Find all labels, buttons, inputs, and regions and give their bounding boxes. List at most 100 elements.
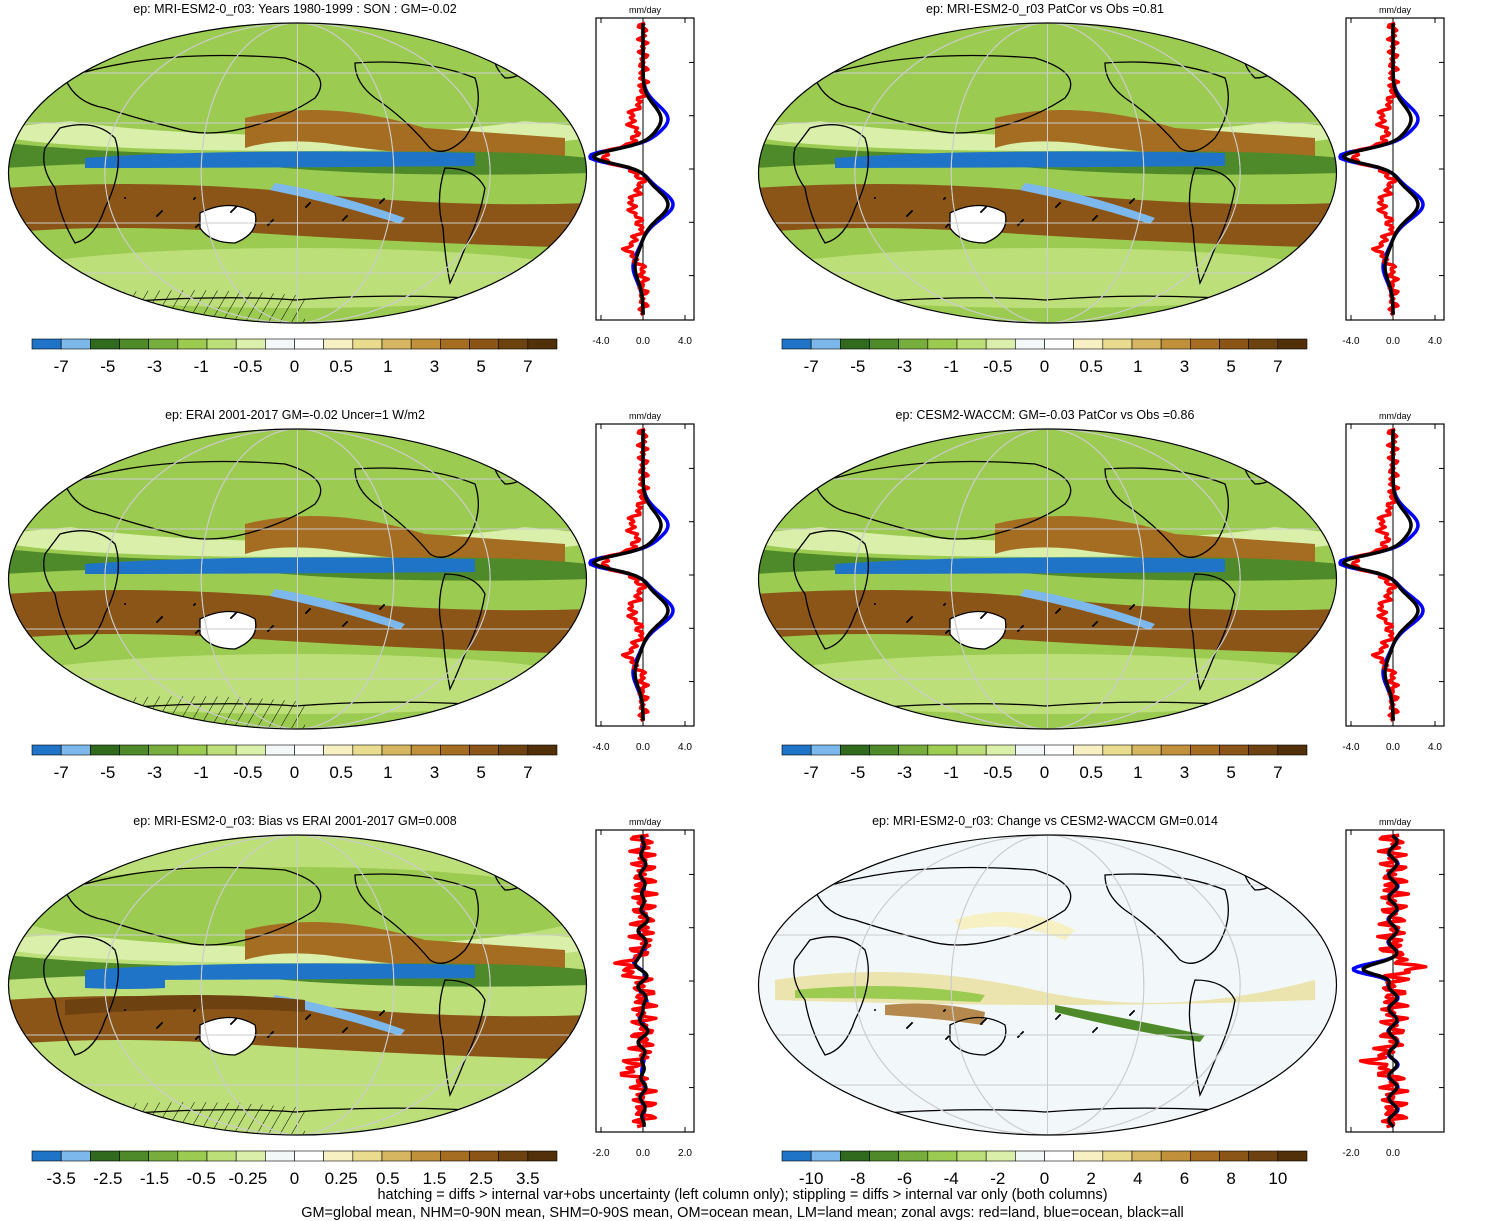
stipple-dot — [156, 621, 158, 623]
colorbar-swatch — [1277, 1150, 1308, 1162]
colorbar-swatch — [206, 1150, 237, 1162]
zonal-xtick-label: 0.0 — [1386, 336, 1400, 347]
colorbar-swatch — [956, 338, 987, 350]
colorbar-swatch — [469, 338, 499, 350]
itcz-band — [85, 151, 475, 168]
colorbar-label: 0 — [290, 357, 299, 376]
colorbar-swatch — [119, 338, 149, 350]
colorbar-swatch — [869, 338, 899, 350]
stipple-dot — [230, 617, 232, 619]
stipple-dot — [305, 612, 307, 614]
colorbar-label: 0.5 — [1079, 763, 1103, 782]
zonal-xtick-label: 0.0 — [636, 1148, 650, 1159]
colorbar-swatch — [1190, 1150, 1220, 1162]
zonal-xtick-label: -4.0 — [592, 742, 610, 753]
zonal-unit: mm/day — [1379, 411, 1412, 421]
colorbar-swatch — [985, 1150, 1016, 1162]
stipple-dot — [1017, 630, 1019, 632]
colorbar-swatch — [206, 744, 237, 756]
stipple-dot — [980, 1023, 982, 1025]
colorbar-swatch — [1015, 744, 1045, 756]
stipple-dot — [943, 604, 945, 606]
colorbar-label: 10 — [1268, 1169, 1287, 1188]
stipple-dot — [1129, 202, 1131, 204]
colorbar-label: -3 — [897, 357, 912, 376]
colorbar-swatch — [869, 744, 899, 756]
continent-eurasia — [64, 866, 322, 946]
all-zonal-line — [591, 23, 670, 315]
graticule — [8, 429, 587, 729]
colorbar-label: -10 — [799, 1169, 824, 1188]
colorbar-label: -5 — [100, 763, 115, 782]
colorbar-swatch — [781, 338, 812, 350]
colorbar-swatch — [148, 338, 179, 350]
colorbar-label: 3 — [430, 357, 439, 376]
colorbar-label: -8 — [850, 1169, 865, 1188]
colorbar-swatch — [90, 338, 120, 350]
colorbar-swatch — [1160, 744, 1191, 756]
colorbar-label: 0 — [290, 1169, 299, 1188]
colorbar-label: 8 — [1226, 1169, 1235, 1188]
colorbar-label: 7 — [523, 357, 532, 376]
continent-north-america — [354, 873, 479, 964]
colorbar-swatch — [177, 338, 208, 350]
colorbar-swatch — [498, 744, 529, 756]
colorbar-label: -6 — [897, 1169, 912, 1188]
map-border — [7, 834, 588, 1136]
colorbar-swatch — [1131, 338, 1162, 350]
colorbar-swatch — [1102, 338, 1133, 350]
colorbar-swatch — [352, 744, 383, 756]
colorbar-swatch — [60, 744, 91, 756]
all-zonal-line — [1341, 23, 1420, 315]
meridian-line — [950, 835, 1145, 1135]
colorbar-swatch — [956, 744, 987, 756]
stipple-dot — [230, 1023, 232, 1025]
zonal-unit: mm/day — [629, 817, 662, 827]
stipple-dot — [379, 1014, 381, 1016]
stipple-dot — [1092, 625, 1094, 627]
stipple-dot — [1129, 1014, 1131, 1016]
stipple-dot — [193, 198, 195, 200]
colorbar-swatch — [469, 744, 499, 756]
colorbar-swatch — [527, 338, 558, 350]
colorbar-swatch — [927, 1150, 958, 1162]
field-band — [795, 986, 985, 1002]
colorbar-swatch — [498, 1150, 529, 1162]
continent-eurasia — [814, 866, 1072, 946]
continent-africa — [43, 936, 119, 1056]
all-zonal-line — [633, 834, 650, 1128]
panel-bias-vs-erai: ep: MRI-ESM2-0_r03: Bias vs ERAI 2001-20… — [0, 812, 742, 1217]
panel-cesm2-waccm: ep: CESM2-WACCM: GM=-0.03 PatCor vs Obs … — [750, 406, 1485, 811]
colorbar-swatch — [1015, 338, 1045, 350]
colorbar-swatch — [410, 338, 441, 350]
colorbar-swatch — [1219, 744, 1249, 756]
global-map — [757, 428, 1338, 730]
colorbar-label: -3 — [897, 763, 912, 782]
panel-title: ep: MRI-ESM2-0_r03: Change vs CESM2-WACC… — [872, 814, 1218, 828]
colorbar-swatch — [410, 1150, 441, 1162]
colorbar-swatch — [323, 744, 354, 756]
stipple-dot — [1092, 219, 1094, 221]
colorbar-swatch — [1044, 744, 1074, 756]
stipple-dot — [906, 621, 908, 623]
itcz-band — [85, 963, 475, 980]
colorbar-swatch — [1102, 744, 1133, 756]
stipple-dot — [943, 198, 945, 200]
global-map — [7, 834, 588, 1136]
zonal-xtick-label: 0.0 — [1386, 1148, 1400, 1159]
colorbar-swatch — [323, 338, 354, 350]
panel-change-vs-cesm2: ep: MRI-ESM2-0_r03: Change vs CESM2-WACC… — [750, 812, 1485, 1217]
spcz-band — [1020, 183, 1155, 224]
colorbar-swatch — [177, 744, 208, 756]
colorbar-label: -1 — [944, 357, 959, 376]
all-zonal-line — [1361, 834, 1399, 1128]
colorbar-swatch — [1131, 1150, 1162, 1162]
stipple-dot — [124, 1009, 126, 1011]
colorbar-label: 0 — [1040, 357, 1049, 376]
colorbar-swatch — [1073, 338, 1104, 350]
colorbar: -7 -5 -3 -1 -0.5 0 0.5 1 3 5 7 — [31, 744, 558, 782]
colorbar-swatch — [235, 338, 266, 350]
colorbar-label: -5 — [850, 763, 865, 782]
colorbar-label: 1.5 — [423, 1169, 447, 1188]
meridian-line — [200, 835, 395, 1135]
